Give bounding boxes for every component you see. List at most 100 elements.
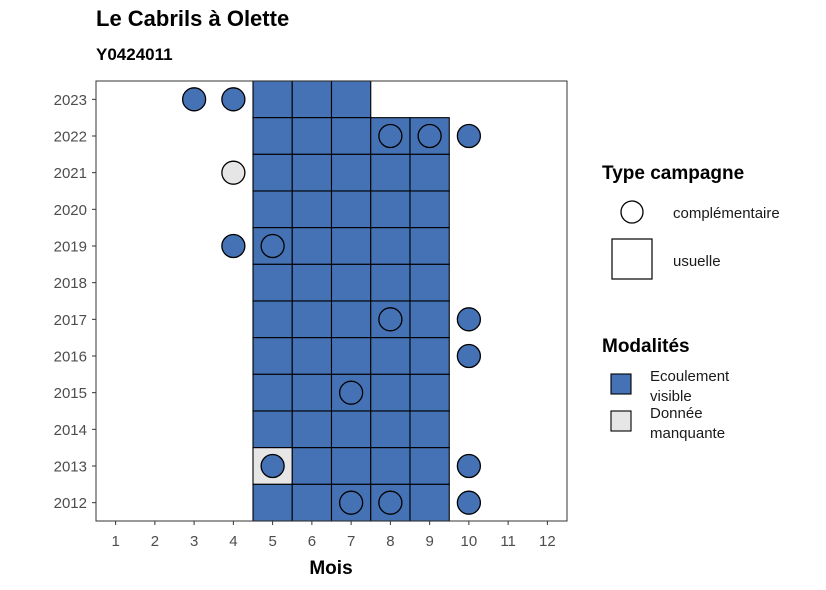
axes-layer: 1 2 3 4 5 6 7 8 9 10 11 122012201320142015201620172… [54,92,556,550]
usuelle-cell [409,300,450,339]
usuelle-cell [330,263,372,302]
usuelle-cell [291,483,333,522]
complementaire-points-layer [181,87,482,515]
x-tick-label: 10 [461,533,478,550]
x-tick-label: 1 [111,533,119,550]
usuelle-cell [409,263,450,302]
legend-label-ecoulement-line2: visible [650,388,692,405]
usuelle-cell [370,263,411,302]
x-tick-label: 8 [386,533,394,550]
usuelle-cell [370,410,411,449]
usuelle-cell [291,80,333,119]
usuelle-cell [252,190,293,229]
usuelle-cell [330,227,372,265]
usuelle-cell [409,447,450,485]
usuelle-cell [370,153,411,192]
usuelle-cell [409,190,450,229]
legend: Type campagne complémentaire usuelle Mod… [602,163,780,442]
x-tick-label: 9 [425,533,433,550]
y-tick-label: 2021 [54,165,87,182]
usuelle-cell [409,117,450,155]
usuelle-cell [409,227,450,265]
complementaire-point [456,123,482,149]
usuelle-cell [330,410,372,449]
legend-label-manquante-line2: manquante [650,425,725,442]
x-tick-label: 11 [500,533,516,550]
usuelle-cell [330,337,372,375]
usuelle-cell [330,80,372,119]
legend-swatch-donnee-manquante [610,410,632,432]
usuelle-cell [409,153,450,192]
complementaire-point [456,490,482,515]
usuelle-cell [291,190,333,229]
x-tick-label: 3 [190,533,198,550]
usuelle-cell [252,300,293,339]
usuelle-cell [370,447,411,485]
usuelle-cell [291,117,333,155]
usuelle-cell [252,373,293,412]
legend-title-modalites: Modalités [602,336,690,357]
legend-label-usuelle: usuelle [673,253,721,270]
x-tick-label: 6 [308,533,316,550]
usuelle-cells-layer [252,80,450,522]
y-tick-label: 2019 [54,239,87,256]
x-tick-label: 5 [268,533,276,550]
usuelle-cell [291,410,333,449]
complementaire-point [221,87,246,112]
usuelle-cell [252,337,293,375]
x-tick-label: 12 [539,533,556,550]
legend-key-usuelle [611,238,653,280]
usuelle-cell [291,337,333,375]
y-tick-label: 2023 [54,92,87,109]
usuelle-cell [291,373,333,412]
usuelle-cell [252,483,293,522]
usuelle-cell [291,153,333,192]
usuelle-cell [409,410,450,449]
y-tick-label: 2015 [54,385,87,402]
usuelle-cell [370,227,411,265]
complementaire-point [181,87,207,112]
y-tick-label: 2012 [54,495,87,512]
legend-key-complementaire [620,200,644,224]
usuelle-cell [330,153,372,192]
chart-subtitle: Y0424011 [96,45,173,64]
complementaire-point [378,307,403,332]
usuelle-cell [330,190,372,229]
complementaire-point [417,123,442,149]
y-tick-label: 2014 [54,422,87,439]
y-tick-label: 2020 [54,202,87,219]
usuelle-cell [252,117,293,155]
usuelle-cell [252,80,293,119]
legend-label-complementaire: complémentaire [673,205,780,222]
y-tick-label: 2013 [54,459,87,476]
complementaire-point [378,490,403,515]
usuelle-cell [291,300,333,339]
usuelle-cell [409,337,450,375]
usuelle-cell [330,447,372,485]
legend-label-ecoulement-line1: Ecoulement [650,368,730,385]
legend-swatch-ecoulement-visible [610,373,632,395]
complementaire-point [456,343,482,369]
usuelle-cell [370,337,411,375]
usuelle-cell [291,447,333,485]
usuelle-cell [252,153,293,192]
usuelle-cell [291,227,333,265]
complementaire-point [378,123,403,149]
y-tick-label: 2018 [54,275,87,292]
x-tick-label: 7 [347,533,355,550]
usuelle-cell [252,263,293,302]
complementaire-point [456,453,482,479]
usuelle-cell [330,300,372,339]
y-tick-label: 2017 [54,312,87,329]
complementaire-point [221,233,246,259]
complementaire-point [260,233,285,259]
usuelle-cell [291,263,333,302]
x-tick-label: 2 [151,533,159,550]
complementaire-point [260,453,285,479]
x-axis-title: Mois [309,558,352,579]
usuelle-cell [370,190,411,229]
y-tick-label: 2022 [54,129,87,146]
usuelle-cell [330,117,372,155]
usuelle-cell [409,483,450,522]
